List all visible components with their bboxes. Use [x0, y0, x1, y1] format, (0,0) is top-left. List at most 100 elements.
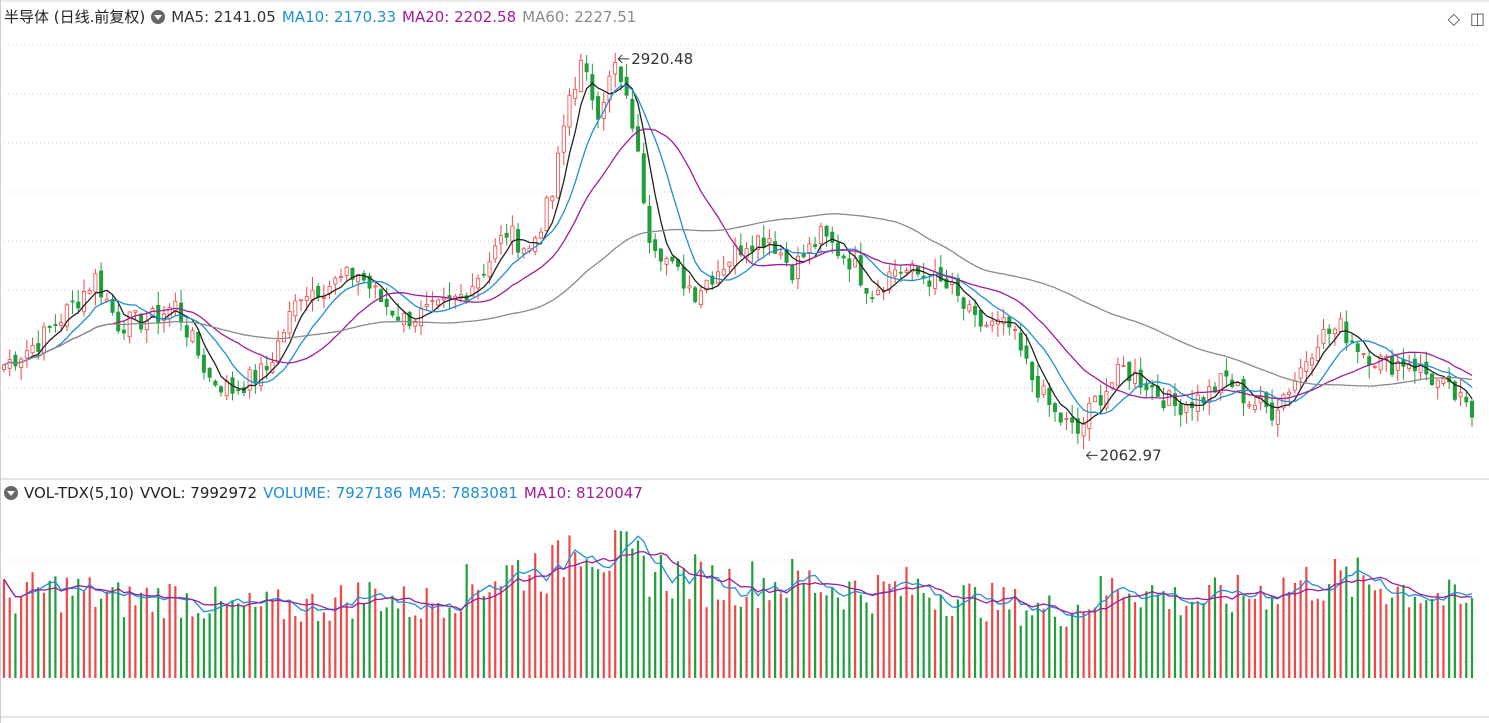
candle-body [430, 300, 435, 302]
volume-bar [151, 611, 154, 678]
volume-bar [1071, 612, 1074, 678]
candle-body [818, 226, 823, 244]
volume-bar [477, 589, 480, 678]
volume-bar [1042, 608, 1045, 678]
candle-body [773, 241, 778, 254]
volume-bar [1368, 584, 1371, 678]
volume-bar [596, 569, 600, 678]
volume-bar [1173, 587, 1177, 678]
volume-bar [1208, 584, 1211, 678]
candle-body [1058, 412, 1063, 423]
candle-body [636, 126, 641, 152]
candle-body [1024, 345, 1029, 359]
candle-body [401, 312, 406, 326]
volume-bar [928, 597, 931, 678]
candle-body [81, 291, 86, 313]
candle-body [978, 309, 983, 327]
volume-bar [1179, 615, 1182, 678]
candle-body [1070, 417, 1075, 423]
volume-bar [973, 587, 977, 678]
vvol-label: VVOL: 7992972 [140, 484, 258, 502]
volume-bar [425, 587, 428, 678]
volume-bar [414, 615, 417, 678]
volume-bar [248, 592, 251, 678]
diamond-icon[interactable]: ◇ [1447, 9, 1460, 28]
candle-body [1138, 369, 1143, 388]
volume-bar [1396, 586, 1399, 678]
candle-body [281, 332, 286, 343]
volume-bar [933, 609, 937, 678]
volume-bar [539, 591, 543, 678]
volume-bar [1442, 605, 1445, 678]
volume-bar [1373, 590, 1376, 678]
candle-body [321, 296, 326, 299]
volume-bar [105, 591, 108, 678]
candle-body [2, 364, 7, 370]
volume-bar [728, 568, 731, 678]
volume-bar [945, 615, 948, 678]
candle-body [350, 267, 355, 280]
candle-body [790, 265, 795, 281]
low-annotation: 2062.97 [1100, 446, 1162, 464]
candle-body [847, 258, 852, 270]
volume-bar [254, 606, 257, 678]
volume-bar [1191, 601, 1194, 678]
volume-bar [431, 603, 434, 678]
volume-bar [37, 587, 40, 678]
volume-bar [419, 618, 423, 678]
volume-bar [471, 584, 474, 678]
candle-body [299, 299, 304, 302]
volume-bar [1413, 596, 1416, 678]
volume-bar [951, 616, 954, 678]
volume-bar [397, 608, 400, 678]
volume-bar [1133, 602, 1137, 678]
volume-bar [1230, 612, 1234, 678]
candle-body [864, 287, 869, 294]
volume-bar [1448, 579, 1451, 678]
candle-body [413, 320, 418, 327]
volume-bar [762, 578, 765, 678]
volume-bar [1036, 602, 1039, 678]
panel-icon[interactable]: ◫ [1469, 9, 1485, 28]
volume-bar [271, 598, 274, 678]
candle-body [1041, 385, 1046, 396]
volume-bar [134, 605, 137, 678]
collapse-icon[interactable] [4, 486, 18, 500]
candle-body [1178, 403, 1183, 416]
candle-body [824, 225, 829, 237]
candle-body [493, 245, 498, 260]
candle-body [476, 278, 481, 289]
candle-body [961, 297, 966, 309]
volume-bar [1111, 578, 1114, 678]
collapse-icon[interactable] [151, 10, 166, 24]
candle-body [1081, 423, 1086, 437]
candle-body [578, 59, 583, 93]
volume-bar [1013, 588, 1017, 678]
volume-bar [1099, 576, 1102, 678]
volume-bar [294, 616, 297, 678]
candle-body [293, 300, 298, 317]
candle-body [1355, 343, 1360, 352]
candle-body [441, 297, 446, 301]
candle-body [1087, 402, 1092, 429]
candle-body [755, 235, 760, 250]
volume-bar [1156, 594, 1159, 678]
volume-bar [345, 602, 348, 678]
volume-bar [362, 603, 365, 678]
volume-bar [242, 606, 246, 678]
candle-body [1030, 361, 1035, 381]
volume-bar [1219, 584, 1222, 678]
candle-body [36, 343, 41, 352]
volume-bar [339, 585, 343, 678]
volume-bar [665, 590, 668, 678]
candle-body [1372, 365, 1377, 368]
candle-body [1218, 373, 1223, 394]
volume-bar [77, 578, 80, 678]
candle-body [984, 324, 989, 327]
volume-bar [1430, 598, 1434, 678]
candle-body [190, 330, 195, 342]
candle-body [19, 358, 24, 368]
candle-body [236, 389, 241, 392]
